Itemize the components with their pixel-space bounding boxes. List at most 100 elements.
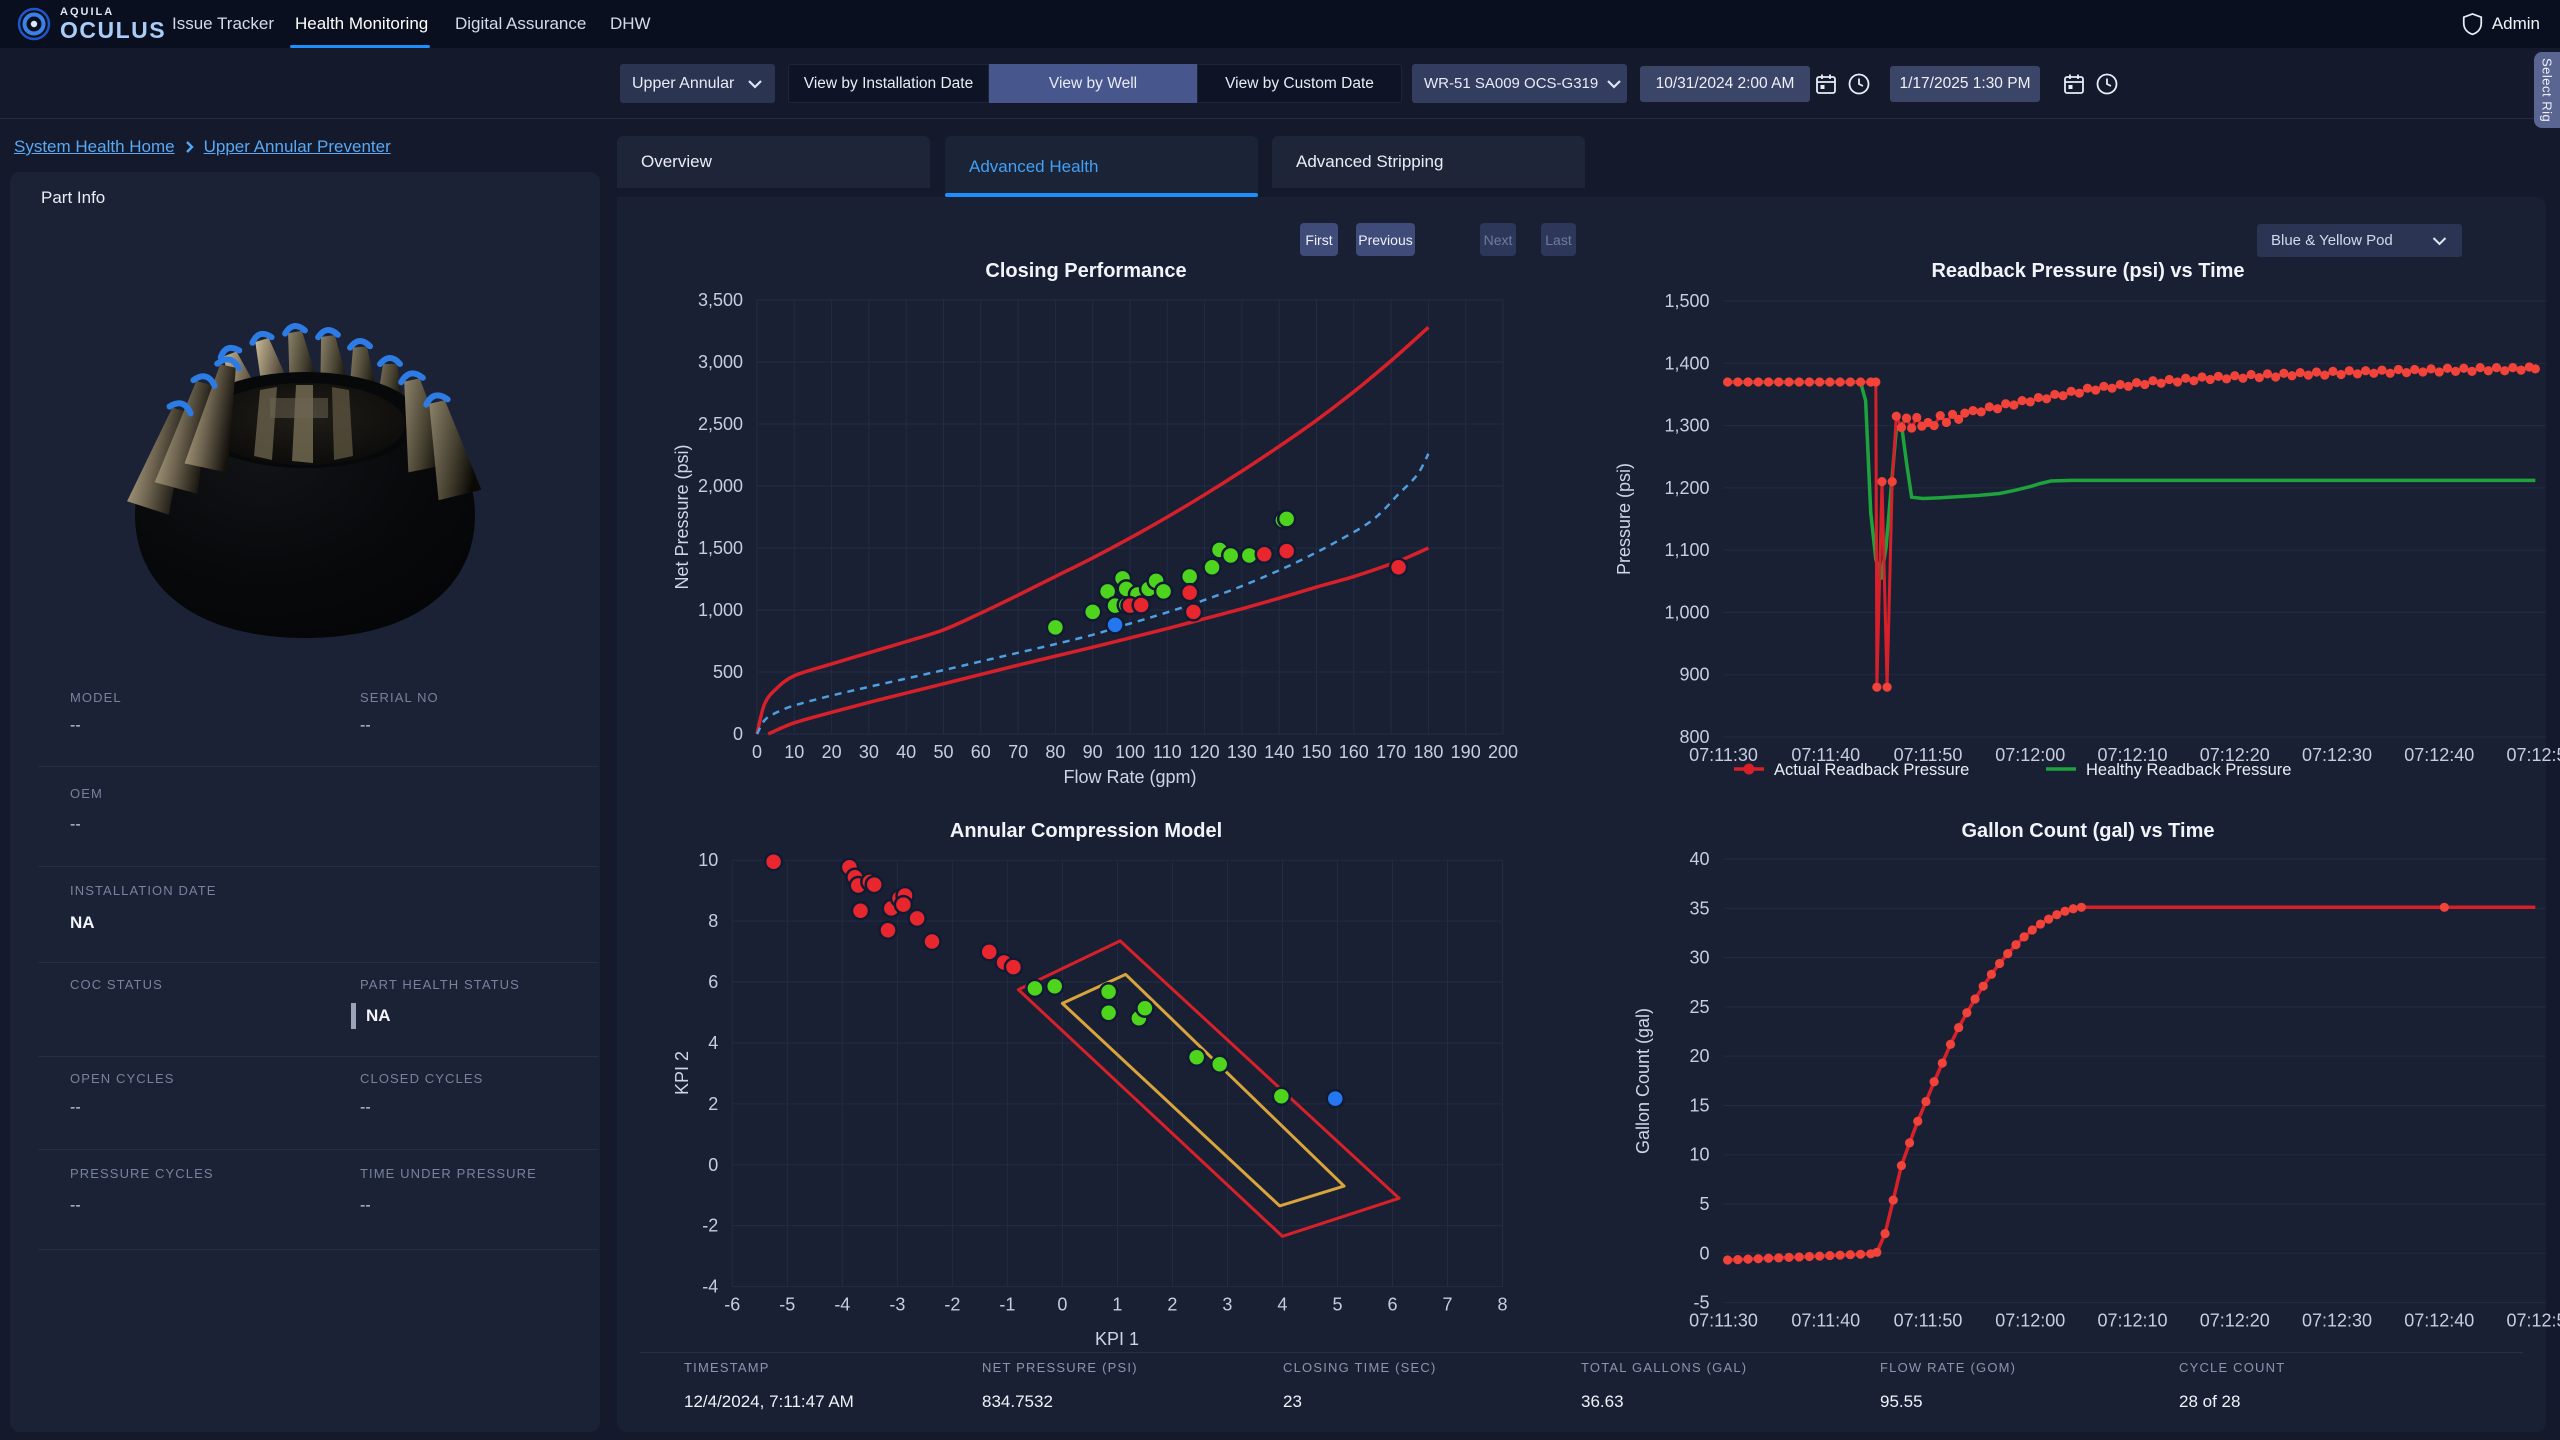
x-tick-label: 190: [1451, 742, 1481, 762]
admin-menu[interactable]: Admin: [2462, 0, 2540, 48]
series-marker: [2027, 925, 2037, 935]
series-marker: [1935, 411, 1945, 421]
dot-healthy: [1098, 1003, 1119, 1023]
well-select[interactable]: WR-51 SA009 OCS-G319: [1412, 64, 1627, 103]
x-tick-label: 40: [896, 742, 916, 762]
x-tick-label: 90: [1083, 742, 1103, 762]
y-tick-label: 8: [708, 911, 718, 931]
x-tick-label: 07:12:50: [2506, 1311, 2560, 1331]
series-marker: [2393, 364, 2403, 375]
view-by-custom-date-button[interactable]: View by Custom Date: [1197, 64, 1402, 103]
series-marker: [1763, 377, 1774, 387]
series-marker: [2068, 904, 2078, 914]
series-marker: [2451, 366, 2461, 376]
nav-item-health-monitoring[interactable]: Health Monitoring: [295, 14, 429, 33]
x-tick-label: 200: [1488, 742, 1518, 762]
pod-select-value: Blue & Yellow Pod: [2271, 232, 2393, 249]
field-value-time-under-pressure: --: [360, 1197, 371, 1214]
pagination-first-button[interactable]: First: [1300, 223, 1338, 256]
dot-healthy: [1098, 982, 1119, 1002]
tab-advanced-health[interactable]: Advanced Health: [945, 136, 1258, 197]
dot-unhealthy-cycles: [1388, 557, 1409, 577]
brand-logo[interactable]: AQUILA OCULUS: [16, 4, 216, 44]
field-value-open-cycles: --: [70, 1099, 81, 1116]
x-tick-label: 07:11:30: [1689, 745, 1758, 765]
dot-healthy-cycles: [1153, 581, 1174, 602]
stat-value-5: 28 of 28: [2179, 1392, 2241, 1411]
series-marker: [1825, 377, 1835, 387]
series-marker: [1941, 417, 1952, 428]
series-marker: [2131, 377, 2142, 388]
series-marker: [1845, 377, 1855, 387]
series-marker: [2295, 368, 2305, 378]
dot-healthy: [1044, 976, 1065, 997]
series-actual-readback-pressure: [1727, 365, 2536, 688]
tab-overview[interactable]: Overview: [617, 136, 930, 188]
series-marker: [2017, 396, 2027, 406]
dot-healthy: [1271, 1086, 1292, 1106]
pagination-last-button[interactable]: Last: [1541, 223, 1576, 256]
field-value-oem: --: [70, 816, 81, 833]
series-marker: [1888, 1195, 1898, 1205]
stat-label-4: FLOW RATE (GOM): [1880, 1360, 2017, 1375]
view-by-well-button[interactable]: View by Well: [989, 64, 1197, 103]
series-marker: [2060, 906, 2070, 916]
view-by-installation-date-button[interactable]: View by Installation Date: [788, 64, 989, 103]
health-status-bar: [351, 1003, 356, 1029]
pod-select[interactable]: Blue & Yellow Pod: [2257, 224, 2462, 257]
part-bore-slats: [254, 385, 353, 463]
well-select-value: WR-51 SA009 OCS-G319: [1424, 75, 1599, 92]
series-marker: [1891, 411, 1901, 421]
chart-title: Closing Performance: [985, 260, 1186, 282]
y-tick-label: 0: [733, 724, 743, 744]
series-marker: [2483, 366, 2493, 376]
series-marker: [2091, 385, 2101, 395]
x-tick-label: 60: [971, 742, 991, 762]
y-axis-label: Net Pressure (psi): [672, 444, 692, 589]
end-date-input[interactable]: 1/17/2025 1:30 PM: [1890, 66, 2040, 102]
breadcrumb-link-system-health-home[interactable]: System Health Home: [14, 137, 175, 156]
series-marker: [2262, 369, 2273, 379]
nav-item-dhw[interactable]: DHW: [610, 14, 651, 33]
series-marker: [1872, 682, 1882, 692]
breadcrumb-chevron-icon: [185, 141, 194, 153]
series-gallon-count: [1727, 905, 2536, 1262]
series-marker: [1733, 1255, 1743, 1265]
nav-item-issue-tracker[interactable]: Issue Tracker: [172, 14, 275, 33]
tab-active-underline: [945, 193, 1258, 197]
series-marker: [1945, 1039, 1956, 1049]
x-tick-label: 50: [933, 742, 953, 762]
dot-healthy-cycles: [1045, 617, 1066, 638]
part-type-select[interactable]: Upper Annular: [620, 64, 775, 103]
calendar-icon[interactable]: [1814, 72, 1838, 96]
series-marker: [1912, 412, 1922, 423]
series-marker: [1986, 969, 1996, 979]
series-marker: [1904, 1138, 1915, 1148]
x-tick-label: 07:12:40: [2404, 745, 2474, 765]
series-marker: [1855, 1249, 1866, 1259]
start-date-input[interactable]: 10/31/2024 2:00 AM: [1640, 66, 1810, 102]
series-marker: [2066, 386, 2076, 396]
x-tick-label: 07:12:00: [1995, 745, 2065, 765]
pagination-next-button[interactable]: Next: [1480, 223, 1516, 256]
x-tick-label: 140: [1264, 742, 1294, 762]
pagination-previous-button[interactable]: Previous: [1356, 223, 1415, 256]
series-marker: [1954, 414, 1964, 424]
nav-item-digital-assurance[interactable]: Digital Assurance: [455, 14, 587, 33]
select-rig-tab[interactable]: Select Rig: [2534, 52, 2560, 128]
chart-grid: [731, 859, 1503, 1288]
series-marker: [1722, 377, 1733, 387]
calendar-icon[interactable]: [2062, 72, 2086, 96]
clock-icon[interactable]: [2095, 72, 2119, 96]
y-tick-label: 3,000: [698, 352, 743, 372]
chart-title: Annular Compression Model: [950, 820, 1222, 842]
x-tick-label: 07:12:20: [2200, 1311, 2270, 1331]
tab-advanced-stripping[interactable]: Advanced Stripping: [1272, 136, 1585, 188]
clock-icon[interactable]: [1847, 72, 1871, 96]
y-tick-label: 15: [1689, 1095, 1709, 1115]
breadcrumb-link-upper-annular-preventer[interactable]: Upper Annular Preventer: [203, 137, 391, 156]
series-marker: [2369, 368, 2379, 378]
series-marker: [2377, 365, 2387, 375]
series-lower-limit: [767, 546, 1430, 736]
dot-selected-cycle: [1105, 615, 1125, 635]
